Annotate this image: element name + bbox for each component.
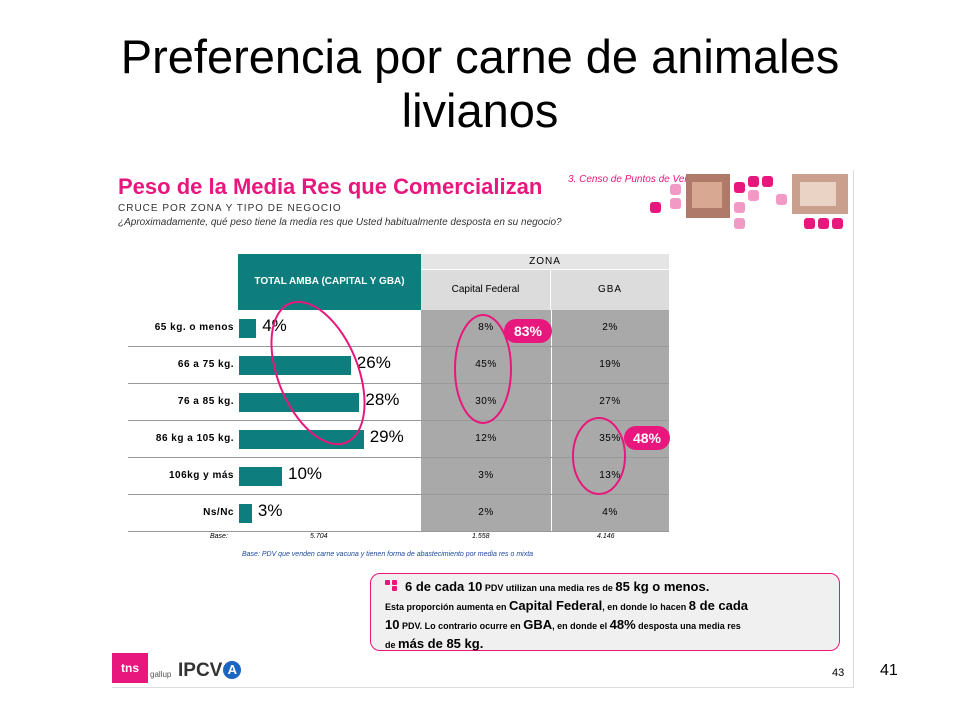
tns-logo: tns [112, 653, 148, 683]
title-line-2: livianos [401, 84, 559, 137]
table-row: 86 kg a 105 kg. 29% 12% 35% [112, 421, 854, 458]
presentation-slide-number: 41 [880, 662, 898, 679]
total-value: 28% [365, 390, 400, 409]
row-divider [128, 383, 669, 384]
total-bar [239, 356, 351, 375]
table-row: 66 a 75 kg. 26% 45% 19% [112, 347, 854, 384]
gba-value: 13% [599, 470, 621, 481]
badge-capital-federal: 83% [504, 319, 552, 343]
callout-seg: 85 kg o menos. [615, 579, 710, 594]
badge-gba: 48% [624, 426, 670, 450]
base-cf: 1.558 [472, 533, 490, 540]
callout-seg: desposta una media res [638, 621, 741, 631]
header-capital-federal: Capital Federal [421, 270, 551, 310]
callout-seg: más de 85 kg. [398, 636, 484, 651]
total-value: 3% [257, 501, 283, 520]
row-divider [128, 457, 669, 458]
callout-seg: Capital Federal [509, 598, 603, 613]
table-row: Ns/Nc 3% 2% 4% [112, 495, 854, 532]
decorative-squares [650, 174, 848, 229]
header-gba: GBA [551, 270, 669, 310]
row-label: 76 a 85 kg. [177, 396, 234, 407]
total-bar [239, 319, 257, 338]
gba-value: 19% [599, 359, 621, 370]
callout-seg: GBA [523, 617, 553, 632]
callout-seg: , en donde lo hacen [602, 602, 687, 612]
row-divider [128, 531, 669, 532]
ipcva-text: IPCV [178, 660, 223, 681]
row-label: 106kg y más [169, 470, 234, 481]
row-label: 65 kg. o menos [154, 322, 234, 333]
callout-seg: Esta proporción aumenta en [385, 602, 507, 612]
base-total: 5.704 [310, 533, 328, 540]
capital-federal-value: 45% [475, 359, 497, 370]
total-value: 26% [356, 353, 391, 372]
base-gba: 4.146 [597, 533, 615, 540]
callout-seg: utilizan una media res de [505, 583, 613, 593]
quote-icon [385, 580, 397, 591]
row-label: 66 a 75 kg. [177, 359, 234, 370]
capital-federal-value: 30% [475, 396, 497, 407]
page-title: Preferencia por carne de animales livian… [0, 30, 960, 138]
table-row: 106kg y más 10% 3% 13% [112, 458, 854, 495]
callout-seg: 8 de cada [688, 598, 749, 613]
row-divider [128, 346, 669, 347]
row-label: 86 kg a 105 kg. [155, 433, 234, 444]
total-value: 4% [262, 316, 287, 335]
summary-callout: 6 de cada 10 PDV utilizan una media res … [370, 573, 840, 651]
callout-seg: , en donde el [552, 621, 608, 631]
capital-federal-value: 12% [475, 433, 497, 444]
census-label: 3. Censo de Puntos de Venta [568, 174, 699, 185]
base-label: Base: [210, 533, 228, 540]
callout-seg: de [385, 640, 396, 650]
callout-seg: PDV. Lo contrario ocurre en [401, 621, 521, 631]
header-zona: ZONA [421, 254, 669, 270]
total-bar [239, 467, 282, 486]
gba-value: 4% [602, 507, 618, 518]
callout-seg: 6 de cada 10 [405, 579, 483, 594]
callout-seg: PDV [484, 583, 504, 593]
callout-seg: 48% [609, 617, 636, 632]
capital-federal-value: 3% [478, 470, 494, 481]
gba-value: 2% [602, 322, 618, 333]
capital-federal-value: 2% [478, 507, 494, 518]
title-line-1: Preferencia por carne de animales [120, 30, 840, 83]
callout-seg: 10 [385, 617, 400, 632]
table-row: 76 a 85 kg. 28% 30% 27% [112, 384, 854, 421]
slide-page-number: 43 [832, 667, 845, 679]
total-bar [239, 393, 360, 412]
callout-text: 6 de cada 10 PDV utilizan una media res … [385, 578, 835, 654]
header-total-amba: TOTAL AMBA (CAPITAL Y GBA) [238, 254, 421, 310]
ipcva-a-icon: A [223, 661, 242, 679]
base-note: Base: PDV que venden carne vacuna y tien… [242, 551, 534, 558]
row-divider [128, 420, 669, 421]
gallup-logo-text: gallup [150, 670, 172, 679]
slide-title: Peso de la Media Res que Comercializan [118, 174, 543, 199]
ipcva-logo: IPCV A [178, 660, 242, 682]
slide-subtitle: CRUCE POR ZONA Y TIPO DE NEGOCIO [118, 203, 342, 214]
slide-image: Peso de la Media Res que Comercializan C… [112, 170, 854, 688]
survey-question: ¿Aproximadamente, qué peso tiene la medi… [118, 217, 562, 228]
table-row: 65 kg. o menos 4% 8% 2% [112, 310, 854, 347]
gba-value: 27% [599, 396, 621, 407]
total-value: 10% [288, 464, 323, 483]
total-bar [239, 430, 364, 449]
total-value: 29% [369, 427, 404, 446]
total-bar [239, 504, 252, 523]
row-divider [128, 494, 669, 495]
row-label: Ns/Nc [203, 507, 234, 518]
